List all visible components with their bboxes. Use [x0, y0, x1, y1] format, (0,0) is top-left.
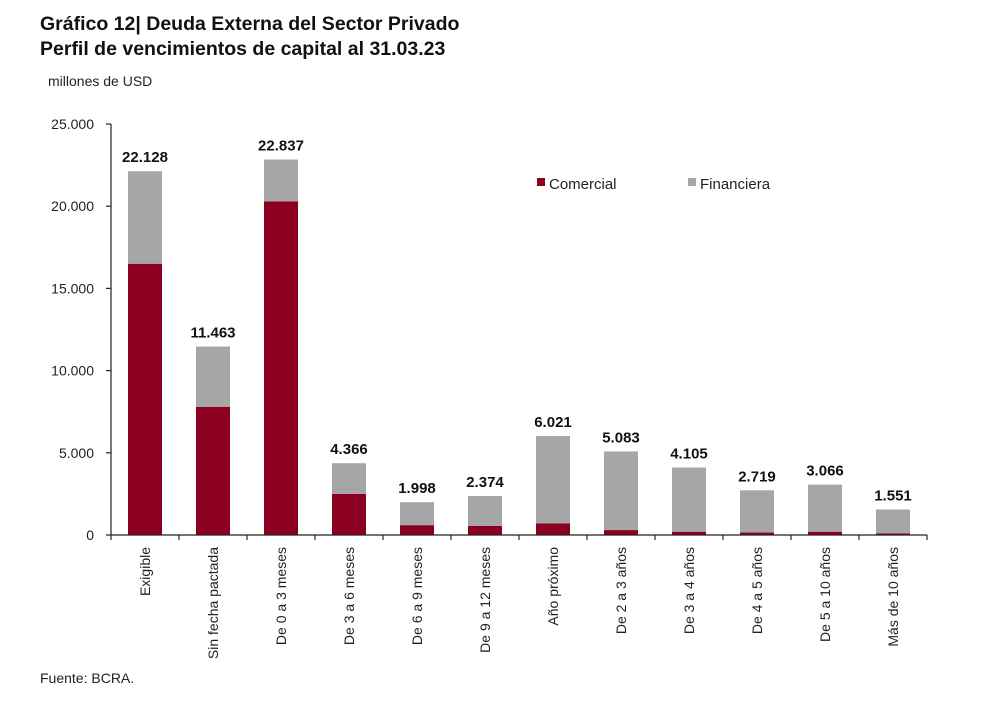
bar-comercial-12	[876, 533, 910, 535]
bar-comercial-8	[604, 530, 638, 535]
x-tick-label: De 5 a 10 años	[817, 547, 833, 642]
legend-swatch-comercial	[537, 178, 545, 186]
x-tick-label: De 6 a 9 meses	[409, 547, 425, 645]
y-tick-label: 5.000	[59, 445, 94, 461]
unit-label: millones de USD	[48, 73, 152, 89]
x-tick-label: De 4 a 5 años	[749, 547, 765, 634]
bar-financiera-9	[672, 467, 706, 532]
bar-comercial-7	[536, 523, 570, 535]
bar-comercial-1	[128, 263, 162, 535]
bar-total-label: 4.105	[670, 446, 708, 463]
bar-comercial-3	[264, 201, 298, 535]
bar-financiera-6	[468, 495, 502, 526]
bar-financiera-12	[876, 509, 910, 534]
bar-financiera-5	[400, 502, 434, 526]
bar-financiera-10	[740, 490, 774, 533]
y-tick-label: 15.000	[51, 280, 94, 296]
x-tick-label: De 3 a 4 años	[681, 547, 697, 634]
x-tick-label: Más de 10 años	[885, 547, 901, 647]
bar-financiera-2	[196, 346, 230, 407]
chart-title-line2: Perfil de vencimientos de capital al 31.…	[40, 38, 446, 60]
x-tick-label: Exigible	[137, 547, 153, 596]
bar-financiera-11	[808, 484, 842, 532]
bar-total-label: 22.128	[122, 149, 168, 166]
bar-financiera-7	[536, 436, 570, 524]
bar-comercial-2	[196, 406, 230, 535]
y-tick-label: 25.000	[51, 116, 94, 132]
bar-total-label: 4.366	[330, 441, 368, 458]
x-tick-label: De 9 a 12 meses	[477, 547, 493, 653]
x-tick-label: De 0 a 3 meses	[273, 547, 289, 645]
bar-comercial-4	[332, 493, 366, 535]
y-tick-label: 0	[86, 527, 94, 543]
bar-comercial-9	[672, 531, 706, 535]
bar-total-label: 3.066	[806, 463, 844, 480]
x-axis: Exigible Sin fecha pactada De 0 a 3 meses D…	[110, 534, 928, 659]
bar-total-label: 2.374	[466, 474, 504, 491]
y-tick-label: 20.000	[51, 198, 94, 214]
bar-total-label: 6.021	[534, 414, 572, 431]
bar-financiera-8	[604, 451, 638, 531]
chart-title: Gráfico 12| Deuda Externa del Sector Pri…	[40, 12, 459, 62]
source-note: Fuente: BCRA.	[40, 670, 135, 686]
x-tick-label: De 3 a 6 meses	[341, 547, 357, 645]
x-tick-label: Año próximo	[545, 547, 561, 626]
bar-total-label: 1.998	[398, 480, 436, 497]
bar-comercial-5	[400, 525, 434, 535]
bars-group: 22.128 11.463 22.837 4.366 1.998 2.374 6.021 5.…	[122, 138, 912, 535]
bar-total-label: 5.083	[602, 429, 640, 446]
x-tick-label: Sin fecha pactada	[205, 547, 221, 659]
bar-total-label: 11.463	[190, 325, 235, 342]
bar-financiera-3	[264, 159, 298, 202]
bar-financiera-4	[332, 463, 366, 494]
chart-title-line1: Gráfico 12| Deuda Externa del Sector Pri…	[40, 13, 460, 35]
bar-total-label: 22.837	[258, 138, 304, 155]
bar-comercial-6	[468, 525, 502, 535]
bar-total-label: 1.551	[874, 488, 912, 505]
y-axis: 0 5.000 10.000 15.000 20.000 25.000	[51, 116, 112, 543]
legend: Comercial Financiera	[537, 176, 771, 193]
legend-label-comercial: Comercial	[549, 176, 617, 193]
bar-financiera-1	[128, 171, 162, 264]
bar-comercial-10	[740, 532, 774, 535]
bar-total-label: 2.719	[738, 468, 776, 485]
legend-swatch-financiera	[688, 178, 696, 186]
y-tick-label: 10.000	[51, 363, 94, 379]
x-tick-label: De 2 a 3 años	[613, 547, 629, 634]
legend-label-financiera: Financiera	[700, 176, 771, 193]
bar-comercial-11	[808, 531, 842, 535]
